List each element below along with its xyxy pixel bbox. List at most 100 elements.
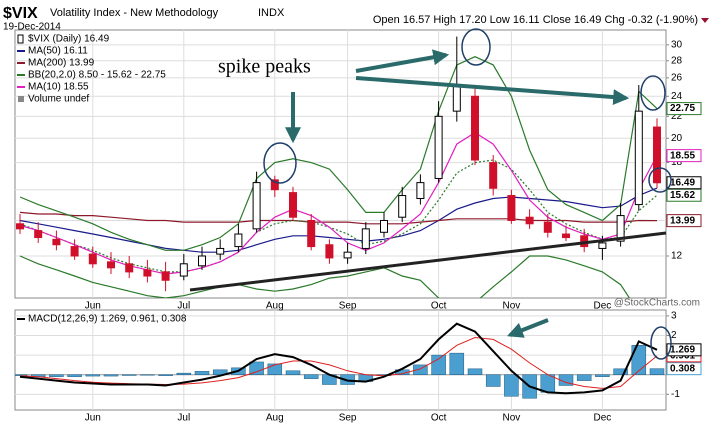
- candle-body: [307, 219, 316, 248]
- series-line: [19, 187, 658, 253]
- candle-body: [216, 247, 225, 255]
- value-box: [666, 343, 702, 357]
- symbol: $VIX: [3, 5, 38, 22]
- quote: Open 16.57 High 17.20 Low 16.11 Close 16…: [373, 14, 698, 26]
- x-tick-label: Sep: [339, 301, 357, 312]
- candle-body: [653, 126, 661, 184]
- series-line: [19, 159, 658, 273]
- histogram-bar: [267, 363, 283, 375]
- series-line: [19, 211, 658, 225]
- y-tick-label: 12: [671, 251, 683, 262]
- candle-body: [52, 238, 61, 246]
- histogram-bar: [431, 354, 446, 375]
- candle-body: [198, 255, 206, 267]
- y-tick-label: 28: [671, 55, 683, 66]
- y-tick-label: 30: [671, 40, 683, 51]
- histogram-bar: [15, 374, 28, 376]
- legend-label: MA(200) 13.99: [28, 58, 95, 69]
- y-tick-label: 20: [671, 133, 683, 144]
- series-line: [19, 56, 658, 251]
- date: 19-Dec-2014: [3, 22, 61, 33]
- arrow: [355, 76, 630, 106]
- histogram-bar: [649, 368, 665, 375]
- candle-body: [143, 269, 152, 277]
- candle-body: [107, 261, 115, 269]
- candle-body: [289, 192, 297, 218]
- candle-body: [34, 230, 43, 239]
- circle: [648, 167, 672, 193]
- candle-body: [452, 84, 461, 112]
- x-tick-label: Sep: [339, 413, 357, 424]
- candle-body: [543, 221, 552, 233]
- legend-swatch: [17, 34, 24, 44]
- histogram-bar: [449, 352, 465, 375]
- value-box-label: 22.75: [670, 103, 695, 114]
- candle-body: [325, 244, 334, 259]
- trend-line: [189, 231, 667, 292]
- candle-body: [16, 223, 24, 230]
- value-box: [666, 102, 702, 116]
- circle: [461, 28, 491, 66]
- histogram-bar: [67, 374, 82, 377]
- price-panel: [14, 29, 667, 299]
- down-triangle: [701, 18, 709, 23]
- histogram-bar: [413, 364, 428, 375]
- y-tick-label: 3: [671, 311, 677, 322]
- y-tick-label: 24: [671, 91, 683, 102]
- histogram-bar: [485, 374, 501, 387]
- y-tick-label: -1: [671, 389, 680, 400]
- histogram-bar: [194, 371, 210, 375]
- histogram-bar: [303, 374, 319, 379]
- histogram-bar: [158, 374, 173, 376]
- candle-body: [380, 219, 388, 233]
- histogram-bar: [595, 374, 610, 377]
- arrow: [507, 318, 549, 338]
- circle: [650, 326, 672, 360]
- annotation-text: spike peaks: [218, 56, 311, 78]
- candle-body: [343, 251, 352, 259]
- x-tick-label: Jun: [85, 413, 101, 424]
- histogram-bar: [576, 374, 592, 381]
- x-tick-label: Dec: [594, 413, 612, 424]
- value-box-label: 15.62: [670, 190, 695, 201]
- histogram-bar: [176, 372, 192, 375]
- y-tick-label: 2: [671, 330, 677, 341]
- legend-label: BB(20,2.0) 8.50 - 15.62 - 22.75: [28, 70, 166, 81]
- plot-area: [15, 322, 666, 399]
- value-box-label: 13.99: [670, 215, 695, 226]
- candle-body: [634, 110, 643, 206]
- histogram-bar: [540, 374, 556, 393]
- legend-label: MACD(12,26,9) 1.269, 0.961, 0.308: [28, 314, 187, 325]
- legend-label: $VIX (Daily) 16.49: [28, 34, 110, 45]
- x-tick-label: Jul: [177, 301, 190, 312]
- x-tick-label: Oct: [431, 301, 447, 312]
- histogram-bar: [558, 374, 574, 386]
- series-line: [19, 322, 658, 395]
- security-name: Volatility Index - New Methodology: [50, 7, 219, 19]
- candle-body: [562, 233, 570, 239]
- candle-body: [525, 216, 534, 225]
- value-box: [666, 362, 702, 376]
- series-line: [19, 131, 658, 275]
- legend-swatch: [18, 96, 24, 102]
- annotation-circles: [263, 28, 672, 360]
- x-tick-label: Jul: [177, 413, 190, 424]
- x-tick-label: Dec: [594, 301, 612, 312]
- value-box-label: 18.55: [670, 150, 695, 161]
- candle-body: [70, 246, 79, 257]
- histogram-bar: [85, 374, 101, 377]
- x-tick-label: Oct: [431, 413, 447, 424]
- histogram-bar: [103, 374, 119, 377]
- candle-body: [416, 182, 425, 200]
- value-box: [666, 149, 702, 163]
- circle: [640, 75, 666, 111]
- marks: 12141618202224262830JunJulAugSepOctNovDe…: [15, 30, 702, 424]
- x-tick-label: Aug: [266, 413, 284, 424]
- candle-body: [616, 215, 625, 242]
- histogram-bar: [121, 374, 137, 376]
- legend-label: MA(50) 16.11: [28, 46, 88, 57]
- exchange: INDX: [258, 7, 285, 19]
- value-box: [666, 214, 702, 228]
- annotation-arrows: [285, 49, 630, 338]
- y-tick-label: 22: [671, 111, 683, 122]
